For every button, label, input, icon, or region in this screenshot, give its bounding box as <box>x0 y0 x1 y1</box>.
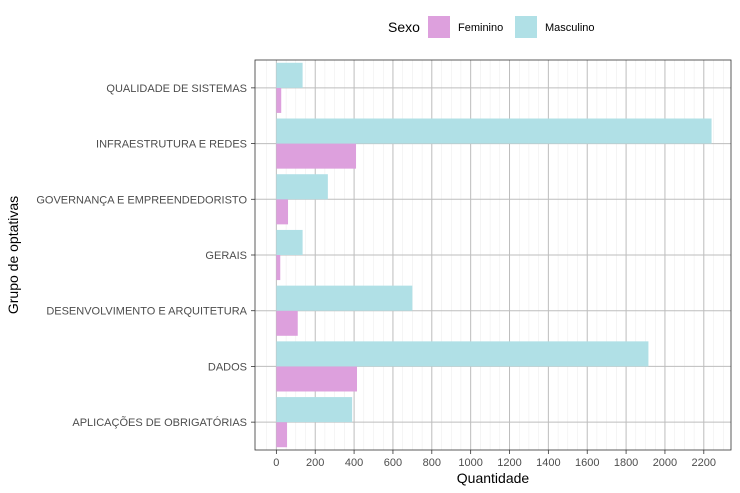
y-tick-label: DESENVOLVIMENTO E ARQUITETURA <box>46 306 247 318</box>
x-axis: 0 200 400 600 800 1000 1200 1400 1600 1800 2000 220… <box>273 450 716 469</box>
x-tick-label: 800 <box>423 457 441 469</box>
bar-feminino <box>276 199 289 225</box>
bar-feminino <box>276 87 282 113</box>
legend: Sexo Feminino Masculino <box>388 16 595 38</box>
x-tick-label: 1600 <box>575 457 599 469</box>
y-tick-label: APLICAÇÕES DE OBRIGATÓRIAS <box>72 416 247 429</box>
y-tick-label: GOVERNANÇA E EMPREENDEDORISTO <box>36 194 247 206</box>
bar-feminino <box>276 255 281 281</box>
x-tick-label: 0 <box>273 457 279 469</box>
bar-masculino <box>276 174 328 200</box>
y-tick-label: DADOS <box>208 361 247 373</box>
x-tick-label: 400 <box>345 457 363 469</box>
x-tick-label: 1200 <box>497 457 521 469</box>
x-tick-label: 2200 <box>692 457 716 469</box>
x-tick-label: 1000 <box>458 457 482 469</box>
bar-feminino <box>276 366 357 392</box>
bar-masculino <box>276 397 353 423</box>
y-tick-label: GERAIS <box>205 250 247 262</box>
bar-masculino <box>276 341 649 367</box>
bar-masculino <box>276 285 413 311</box>
x-tick-label: 1400 <box>536 457 560 469</box>
bars <box>276 62 712 448</box>
legend-title: Sexo <box>388 19 420 35</box>
bar-feminino <box>276 422 288 448</box>
y-tick-label: INFRAESTRUTURA E REDES <box>96 139 247 151</box>
x-tick-label: 200 <box>306 457 324 469</box>
y-axis: QUALIDADE DE SISTEMAS INFRAESTRUTURA E RE… <box>36 83 255 429</box>
y-axis-title: Grupo de optativas <box>5 196 21 314</box>
legend-key-masculino <box>515 16 537 38</box>
x-tick-label: 600 <box>384 457 402 469</box>
bar-feminino <box>276 310 298 336</box>
plot-panel <box>254 59 732 451</box>
bar-masculino <box>276 62 303 88</box>
legend-label-masculino: Masculino <box>545 22 595 34</box>
x-tick-label: 1800 <box>614 457 638 469</box>
legend-label-feminino: Feminino <box>458 22 503 34</box>
bar-feminino <box>276 143 357 169</box>
y-tick-label: QUALIDADE DE SISTEMAS <box>106 83 247 95</box>
bar-masculino <box>276 229 303 255</box>
legend-key-feminino <box>428 16 450 38</box>
bar-masculino <box>276 118 712 144</box>
x-axis-title: Quantidade <box>457 470 530 486</box>
x-tick-label: 2000 <box>653 457 677 469</box>
